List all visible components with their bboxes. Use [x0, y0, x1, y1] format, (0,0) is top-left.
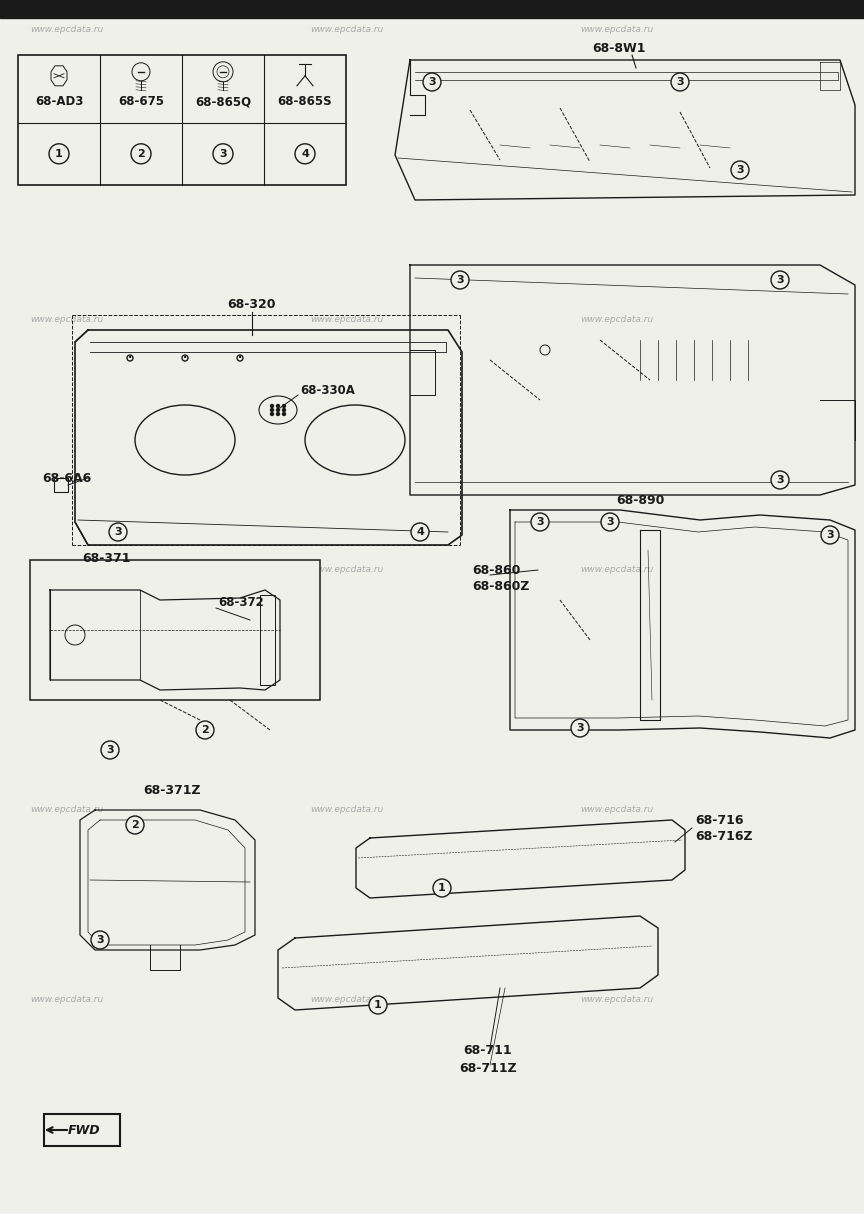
Circle shape — [731, 161, 749, 178]
Text: www.epcdata.ru: www.epcdata.ru — [580, 25, 653, 34]
Text: 4: 4 — [416, 527, 424, 537]
Text: www.epcdata.ru: www.epcdata.ru — [30, 995, 104, 1004]
Text: www.epcdata.ru: www.epcdata.ru — [580, 316, 653, 324]
Text: 3: 3 — [677, 76, 683, 87]
Text: www.epcdata.ru: www.epcdata.ru — [30, 25, 104, 34]
Text: FWD: FWD — [67, 1123, 100, 1136]
Text: 3: 3 — [106, 745, 114, 755]
Circle shape — [423, 73, 441, 91]
Circle shape — [182, 354, 188, 361]
Circle shape — [237, 354, 243, 361]
Text: www.epcdata.ru: www.epcdata.ru — [30, 806, 104, 815]
Circle shape — [276, 404, 279, 408]
Circle shape — [131, 143, 151, 164]
Circle shape — [771, 271, 789, 289]
Text: www.epcdata.ru: www.epcdata.ru — [30, 316, 104, 324]
Text: 3: 3 — [114, 527, 122, 537]
Text: 1: 1 — [438, 883, 446, 894]
Text: ·: · — [238, 353, 242, 363]
Text: 68-675: 68-675 — [118, 96, 164, 108]
Text: 3: 3 — [576, 724, 584, 733]
Circle shape — [283, 408, 285, 412]
Circle shape — [283, 404, 285, 408]
Text: 3: 3 — [429, 76, 435, 87]
Circle shape — [571, 719, 589, 737]
Text: 68-330A: 68-330A — [300, 384, 355, 397]
Circle shape — [821, 526, 839, 544]
Circle shape — [109, 523, 127, 541]
Text: 3: 3 — [776, 475, 784, 486]
Text: 3: 3 — [826, 531, 834, 540]
Text: 68-371: 68-371 — [82, 551, 130, 565]
Circle shape — [270, 413, 274, 415]
Text: 68-711Z: 68-711Z — [459, 1061, 517, 1074]
Text: 3: 3 — [736, 165, 744, 175]
Text: 68-320: 68-320 — [228, 299, 276, 312]
Circle shape — [283, 413, 285, 415]
Circle shape — [213, 143, 233, 164]
Text: 3: 3 — [537, 517, 543, 527]
Circle shape — [451, 271, 469, 289]
Text: 3: 3 — [219, 149, 227, 159]
Circle shape — [196, 721, 214, 739]
Circle shape — [295, 143, 315, 164]
Text: 3: 3 — [456, 276, 464, 285]
Text: 68-860: 68-860 — [472, 563, 520, 577]
Text: 2: 2 — [201, 725, 209, 734]
Circle shape — [126, 816, 144, 834]
Text: www.epcdata.ru: www.epcdata.ru — [30, 566, 104, 574]
Circle shape — [101, 741, 119, 759]
Text: www.epcdata.ru: www.epcdata.ru — [580, 566, 653, 574]
Text: 68-6A6: 68-6A6 — [42, 471, 92, 484]
Circle shape — [531, 514, 549, 531]
Text: 68-860Z: 68-860Z — [472, 579, 530, 592]
Text: 1: 1 — [374, 1000, 382, 1010]
Text: 3: 3 — [776, 276, 784, 285]
Circle shape — [270, 404, 274, 408]
Circle shape — [771, 471, 789, 489]
Text: 68-AD3: 68-AD3 — [35, 96, 83, 108]
Text: www.epcdata.ru: www.epcdata.ru — [310, 806, 384, 815]
Text: 1: 1 — [55, 149, 63, 159]
Circle shape — [671, 73, 689, 91]
Text: ·: · — [183, 353, 187, 363]
Text: 4: 4 — [301, 149, 309, 159]
Text: 68-716: 68-716 — [695, 813, 744, 827]
Circle shape — [411, 523, 429, 541]
Text: ·: · — [128, 353, 132, 363]
Circle shape — [433, 879, 451, 897]
Text: 3: 3 — [96, 935, 104, 944]
Bar — [44, 1114, 120, 1146]
Text: www.epcdata.ru: www.epcdata.ru — [580, 806, 653, 815]
Bar — [18, 55, 346, 185]
Text: 68-865Q: 68-865Q — [195, 96, 251, 108]
Text: 3: 3 — [607, 517, 613, 527]
Bar — [0, 0, 864, 18]
Text: www.epcdata.ru: www.epcdata.ru — [310, 566, 384, 574]
Text: www.epcdata.ru: www.epcdata.ru — [310, 25, 384, 34]
Bar — [54, 478, 68, 492]
Text: www.epcdata.ru: www.epcdata.ru — [580, 995, 653, 1004]
Text: 2: 2 — [137, 149, 145, 159]
Text: 68-8W1: 68-8W1 — [592, 41, 645, 55]
Text: 68-865S: 68-865S — [277, 96, 333, 108]
Text: 68-890: 68-890 — [616, 494, 664, 506]
Circle shape — [49, 143, 69, 164]
Circle shape — [601, 514, 619, 531]
Text: www.epcdata.ru: www.epcdata.ru — [310, 316, 384, 324]
Circle shape — [276, 408, 279, 412]
Text: www.epcdata.ru: www.epcdata.ru — [310, 995, 384, 1004]
Circle shape — [91, 931, 109, 949]
Circle shape — [369, 995, 387, 1014]
Circle shape — [270, 408, 274, 412]
Text: 68-372: 68-372 — [218, 596, 264, 608]
Text: 68-716Z: 68-716Z — [695, 829, 753, 843]
Circle shape — [276, 413, 279, 415]
Text: 68-371Z: 68-371Z — [143, 783, 200, 796]
Circle shape — [127, 354, 133, 361]
Text: 68-711: 68-711 — [464, 1044, 512, 1056]
Bar — [30, 560, 320, 700]
Text: 2: 2 — [131, 819, 139, 830]
